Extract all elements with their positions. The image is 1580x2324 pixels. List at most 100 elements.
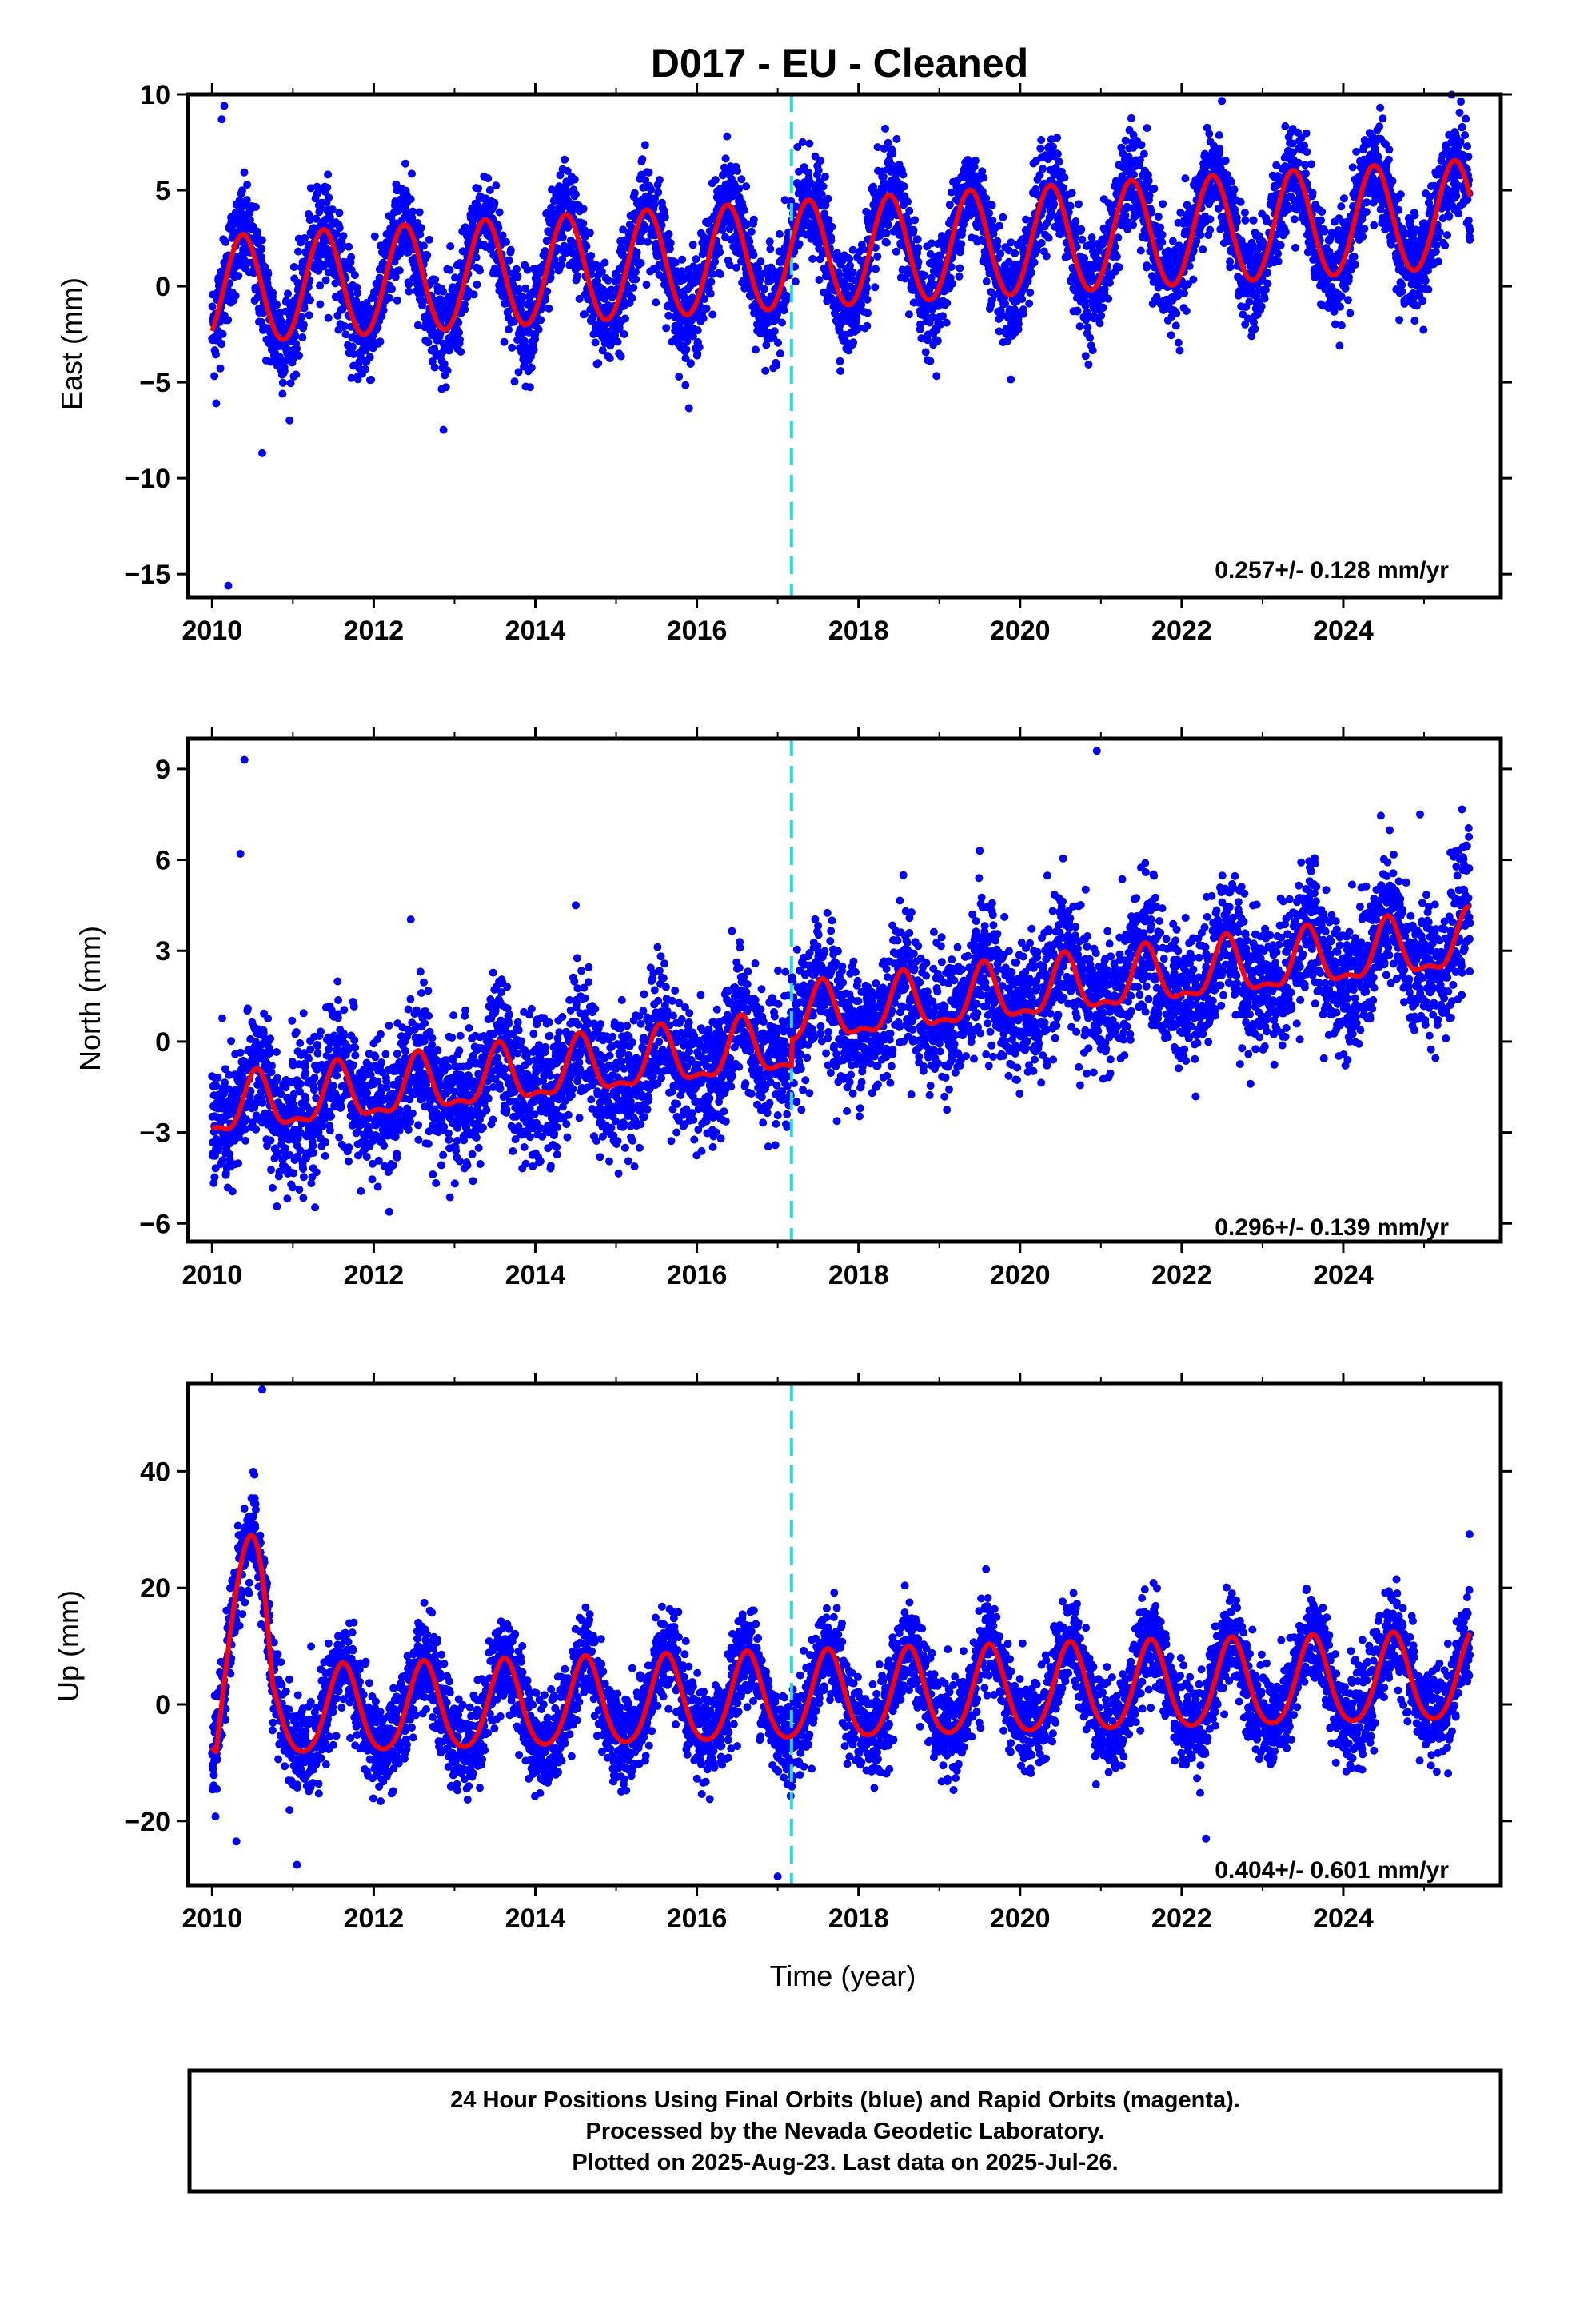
east-point	[502, 237, 510, 246]
east-point	[1302, 129, 1311, 138]
east-data-layer	[208, 90, 1474, 597]
east-point	[982, 277, 991, 285]
east-point	[406, 195, 415, 204]
east-point	[585, 229, 594, 237]
east-point	[1144, 177, 1153, 185]
east-point	[632, 268, 640, 277]
east-point	[1059, 184, 1067, 193]
east-point	[476, 266, 484, 275]
east-point	[347, 253, 356, 261]
east-point	[644, 168, 653, 177]
east-point	[513, 265, 521, 273]
east-point	[1011, 249, 1019, 257]
east-point	[339, 232, 348, 241]
east-point	[1048, 142, 1057, 151]
east-point	[439, 425, 448, 434]
east-point	[401, 159, 409, 168]
east-point	[848, 268, 857, 277]
east-point	[337, 240, 346, 249]
east-point	[1291, 243, 1299, 252]
east-point	[682, 345, 691, 353]
east-point	[286, 379, 295, 388]
east-point	[1303, 148, 1311, 157]
east-point	[708, 310, 717, 319]
east-point	[828, 222, 836, 231]
east-point	[268, 342, 277, 351]
east-point	[693, 326, 702, 335]
east-point	[1080, 254, 1089, 262]
east-point	[1158, 238, 1167, 247]
east-point	[1030, 258, 1039, 267]
east-point	[431, 275, 440, 284]
east-point	[469, 290, 478, 299]
east-point	[1175, 346, 1184, 355]
east-point	[913, 235, 922, 244]
east-point	[1189, 275, 1198, 284]
east-point	[1196, 231, 1205, 239]
east-point	[692, 255, 700, 264]
east-point	[217, 340, 226, 349]
east-point	[430, 363, 439, 372]
east-point	[904, 310, 913, 319]
east-point	[892, 247, 900, 256]
east-point	[1121, 136, 1130, 145]
east-point	[278, 378, 287, 387]
east-point	[1026, 288, 1035, 297]
east-point	[999, 213, 1007, 221]
east-point	[824, 216, 833, 225]
east-point	[1137, 141, 1146, 149]
east-point	[737, 175, 746, 184]
east-point	[347, 373, 356, 382]
east-point	[306, 296, 314, 305]
east-point	[1050, 200, 1059, 209]
east-point	[591, 338, 600, 347]
east-point	[541, 295, 549, 304]
east-point	[613, 337, 622, 346]
east-point	[988, 201, 996, 209]
east-point	[341, 322, 349, 330]
east-point	[1087, 233, 1096, 241]
east-point	[579, 219, 588, 228]
east-point	[749, 251, 758, 260]
east-point	[1055, 157, 1063, 166]
east-point	[472, 253, 481, 261]
east-point	[985, 209, 994, 217]
east-point	[316, 300, 325, 309]
east-point	[1251, 325, 1259, 333]
east-point	[1174, 338, 1183, 347]
east-point	[765, 237, 774, 246]
east-point	[210, 372, 219, 381]
east-point	[1129, 170, 1138, 179]
east-point	[666, 238, 675, 247]
east-point	[534, 325, 543, 333]
east-point	[1037, 136, 1046, 144]
east-point	[1081, 352, 1090, 361]
east-point	[527, 363, 536, 372]
east-point	[212, 350, 220, 359]
east-point	[1129, 221, 1138, 229]
east-point	[1037, 239, 1046, 247]
east-point	[1018, 295, 1027, 304]
east-point	[1078, 235, 1087, 244]
east-point	[332, 230, 341, 239]
figure-title: D017 - EU - Cleaned	[651, 41, 1028, 86]
east-point	[675, 373, 684, 381]
east-point	[770, 327, 779, 336]
east-point	[747, 227, 756, 236]
east-point	[636, 259, 645, 267]
east-point	[761, 366, 770, 375]
east-point	[305, 311, 313, 320]
east-point	[752, 345, 760, 354]
east-point	[495, 208, 504, 217]
east-point	[664, 229, 673, 238]
east-point	[1139, 149, 1148, 158]
east-point	[335, 209, 344, 217]
east-point	[827, 236, 836, 245]
east-point	[1150, 185, 1159, 193]
east-point	[571, 190, 580, 199]
east-point	[892, 134, 901, 143]
east-point	[863, 284, 871, 293]
east-point	[445, 265, 454, 274]
east-point	[1227, 177, 1235, 186]
